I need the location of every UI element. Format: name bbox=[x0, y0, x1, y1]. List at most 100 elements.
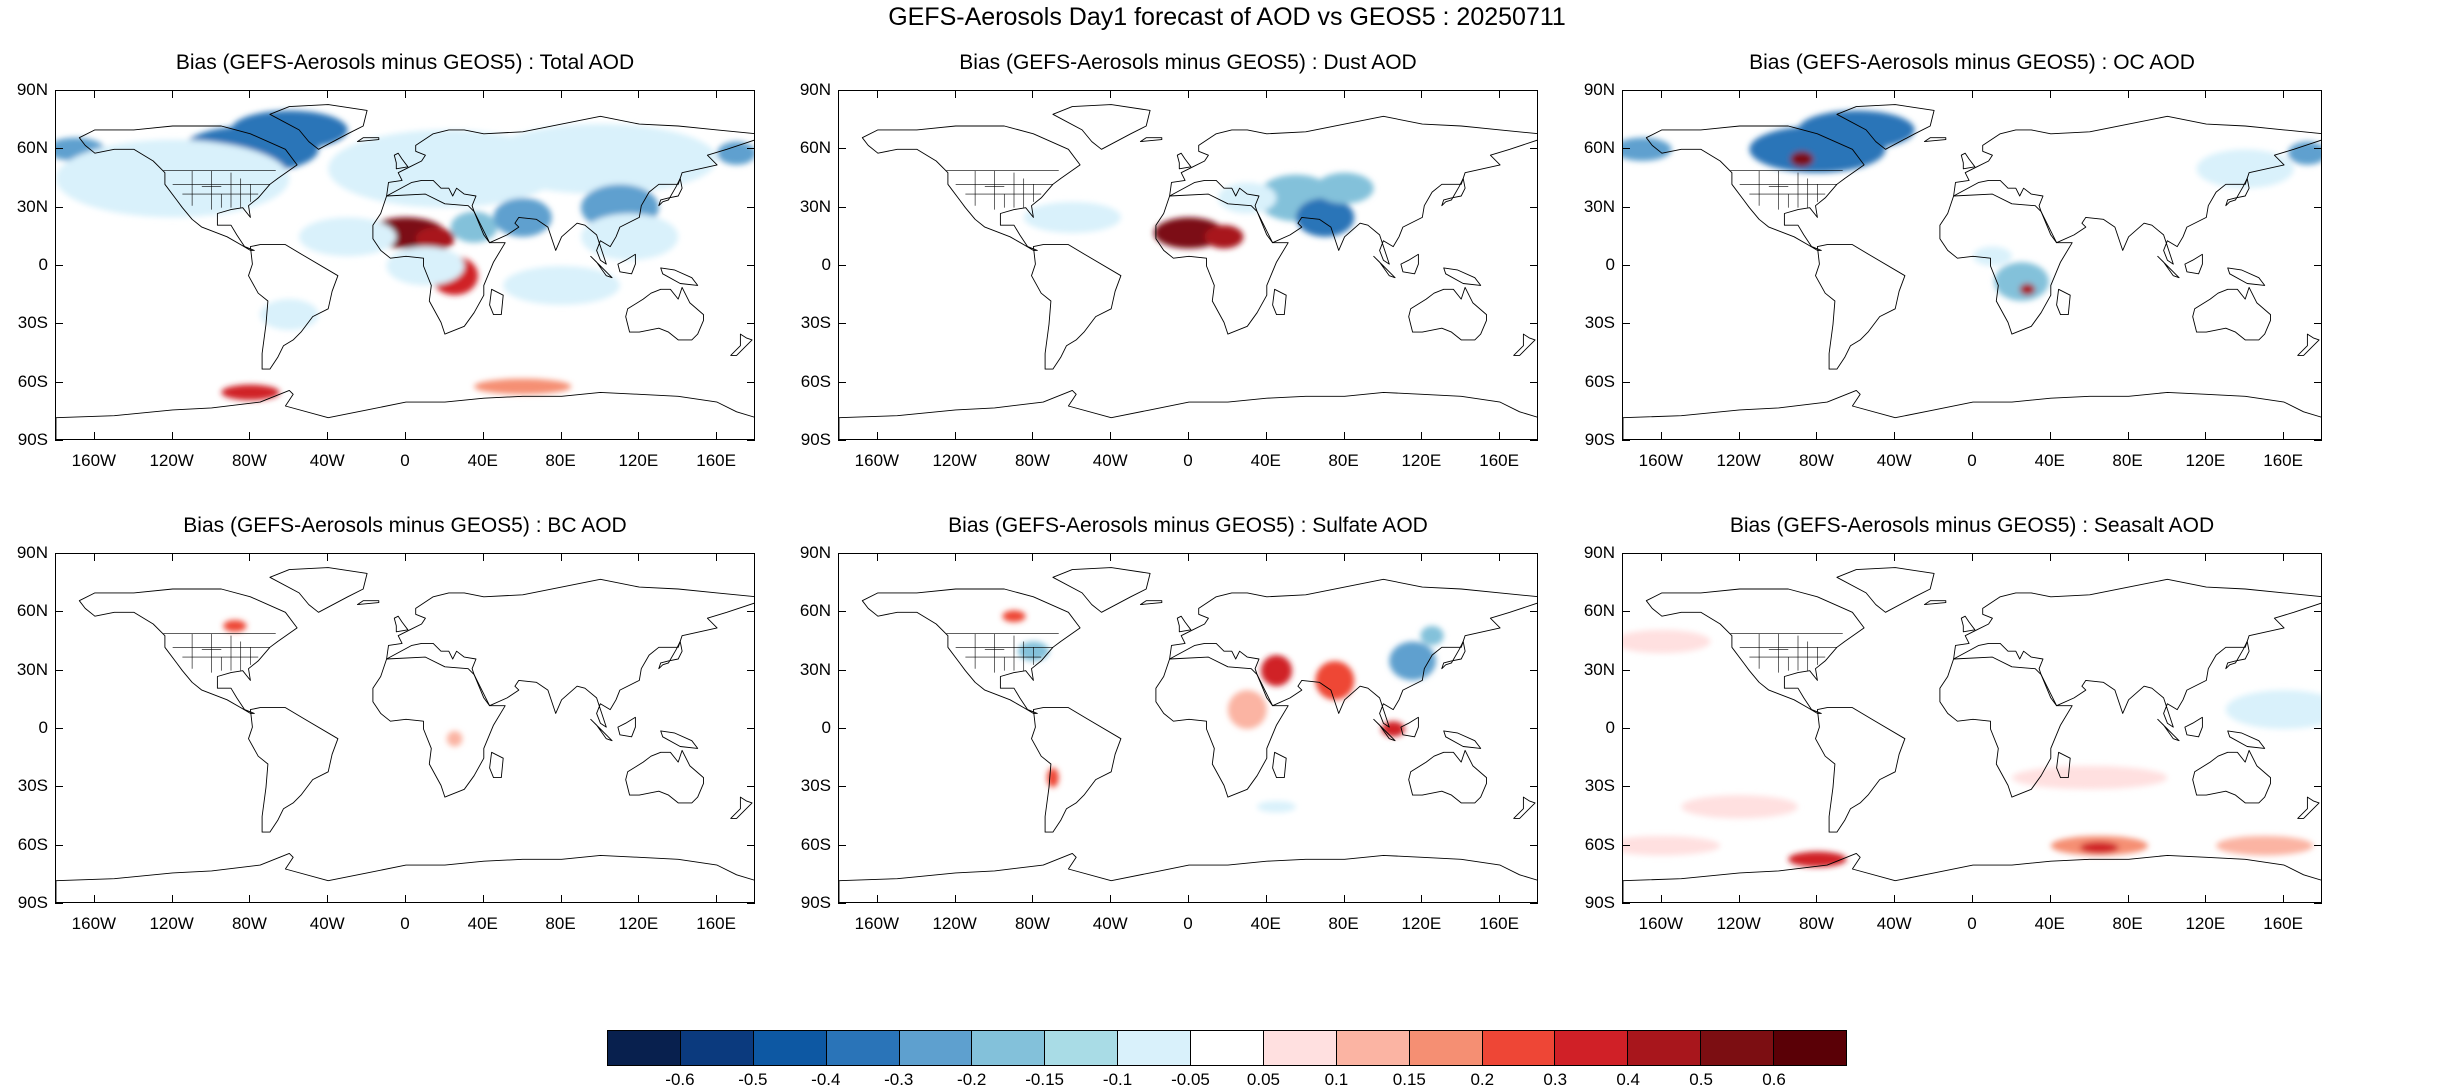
coastline bbox=[1815, 244, 1906, 370]
tick-mark bbox=[1343, 90, 1345, 98]
tick-mark bbox=[716, 895, 718, 903]
tick-mark bbox=[1972, 432, 1973, 440]
coastline bbox=[1272, 288, 1287, 316]
tick-mark bbox=[55, 903, 63, 904]
longitude-label: 40W bbox=[309, 914, 345, 933]
tick-mark bbox=[1265, 553, 1267, 561]
latitude-label: 90N bbox=[16, 80, 48, 99]
coastline bbox=[590, 718, 613, 742]
coastline bbox=[372, 656, 506, 798]
tick-mark bbox=[747, 728, 755, 729]
colorbar-segment bbox=[1701, 1031, 1774, 1065]
bias-field-blob bbox=[1315, 172, 1374, 204]
longitude-label: 160E bbox=[1479, 451, 1519, 470]
tick-mark bbox=[55, 669, 63, 671]
coastline bbox=[393, 615, 409, 633]
colorbar-segment bbox=[753, 1031, 827, 1065]
longitude-label: 80E bbox=[2112, 451, 2143, 470]
coastline bbox=[839, 389, 1537, 439]
tick-mark bbox=[1499, 553, 1501, 561]
tick-mark bbox=[876, 90, 878, 98]
colorbar-segment bbox=[826, 1031, 900, 1065]
tick-mark bbox=[2283, 895, 2285, 903]
longitude-label: 160W bbox=[1638, 451, 1684, 470]
coastline bbox=[1923, 600, 1947, 606]
tick-mark bbox=[55, 440, 63, 441]
coastline bbox=[1443, 267, 1482, 286]
colorbar-label: 0.3 bbox=[1543, 1070, 1568, 1089]
tick-mark bbox=[1816, 90, 1818, 98]
coastline bbox=[1400, 253, 1419, 275]
bias-field-blob bbox=[2011, 765, 2168, 790]
longitude-label: 120E bbox=[618, 451, 659, 470]
tick-mark bbox=[1738, 553, 1740, 561]
tick-mark bbox=[747, 265, 755, 266]
longitude-label: 40W bbox=[1092, 914, 1128, 933]
tick-mark bbox=[1660, 553, 1662, 561]
coastline bbox=[1176, 615, 1192, 633]
map-panel: Bias (GEFS-Aerosols minus GEOS5) : Seasa… bbox=[1567, 513, 2337, 953]
tick-mark bbox=[2314, 90, 2322, 91]
coastline bbox=[660, 730, 699, 749]
tick-mark bbox=[716, 553, 718, 561]
coastline bbox=[617, 716, 636, 738]
longitude-label: 80E bbox=[2112, 914, 2143, 933]
tick-mark bbox=[838, 553, 846, 554]
coastline bbox=[393, 152, 409, 170]
latitude-label: 0 bbox=[38, 255, 48, 274]
coastline bbox=[1441, 178, 1466, 207]
tick-mark bbox=[1660, 90, 1662, 98]
coastline bbox=[1923, 137, 1947, 143]
tick-mark bbox=[171, 895, 173, 903]
tick-mark bbox=[93, 895, 95, 903]
map-frame bbox=[55, 553, 755, 903]
colorbar-label: -0.15 bbox=[1025, 1070, 1065, 1089]
longitude-label: 160W bbox=[854, 914, 900, 933]
tick-mark bbox=[1972, 895, 1973, 903]
tick-mark bbox=[1622, 440, 1630, 441]
tick-mark bbox=[1188, 895, 1189, 903]
longitude-label: 40W bbox=[1092, 451, 1128, 470]
coastline bbox=[1373, 255, 1396, 279]
tick-mark bbox=[1530, 90, 1538, 91]
tick-mark bbox=[1110, 432, 1112, 440]
coastline bbox=[1139, 137, 1163, 143]
bias-field-blob bbox=[450, 211, 498, 243]
tick-mark bbox=[1660, 895, 1662, 903]
latitude-label: 60N bbox=[799, 601, 831, 621]
longitude-label: 160W bbox=[1638, 914, 1684, 933]
tick-mark bbox=[2205, 90, 2207, 98]
bias-field-blob bbox=[223, 620, 247, 632]
colorbar-segment bbox=[608, 1031, 681, 1065]
coastline bbox=[2157, 255, 2180, 279]
latitude-label: 0 bbox=[821, 718, 831, 737]
tick-mark bbox=[249, 90, 251, 98]
tick-mark bbox=[1421, 432, 1423, 440]
colorbar-label: -0.3 bbox=[884, 1070, 914, 1089]
tick-mark bbox=[93, 432, 95, 440]
bias-field-blob bbox=[1204, 225, 1244, 249]
tick-mark bbox=[747, 148, 755, 150]
tick-mark bbox=[482, 553, 484, 561]
tick-mark bbox=[55, 265, 63, 266]
tick-mark bbox=[838, 440, 846, 441]
coastline bbox=[658, 178, 683, 207]
tick-mark bbox=[2314, 786, 2322, 788]
bias-field-blob bbox=[1247, 616, 1364, 648]
longitude-label: 120W bbox=[1716, 914, 1761, 933]
bias-field-blob bbox=[483, 124, 718, 195]
tick-mark bbox=[1343, 895, 1345, 903]
colorbar-label: 0.2 bbox=[1470, 1070, 1495, 1089]
colorbar-label: 0.05 bbox=[1246, 1070, 1281, 1089]
tick-mark bbox=[1738, 895, 1740, 903]
map-svg bbox=[1623, 104, 2321, 439]
tick-mark bbox=[327, 432, 329, 440]
bias-field-blob bbox=[1623, 137, 1672, 161]
coastline bbox=[248, 707, 339, 833]
tick-mark bbox=[2283, 90, 2285, 98]
tick-mark bbox=[876, 553, 878, 561]
longitude-label: 0 bbox=[1183, 914, 1193, 933]
tick-mark bbox=[716, 432, 718, 440]
latitude-label: 60N bbox=[1583, 601, 1615, 621]
colorbar-segment bbox=[1191, 1031, 1264, 1065]
